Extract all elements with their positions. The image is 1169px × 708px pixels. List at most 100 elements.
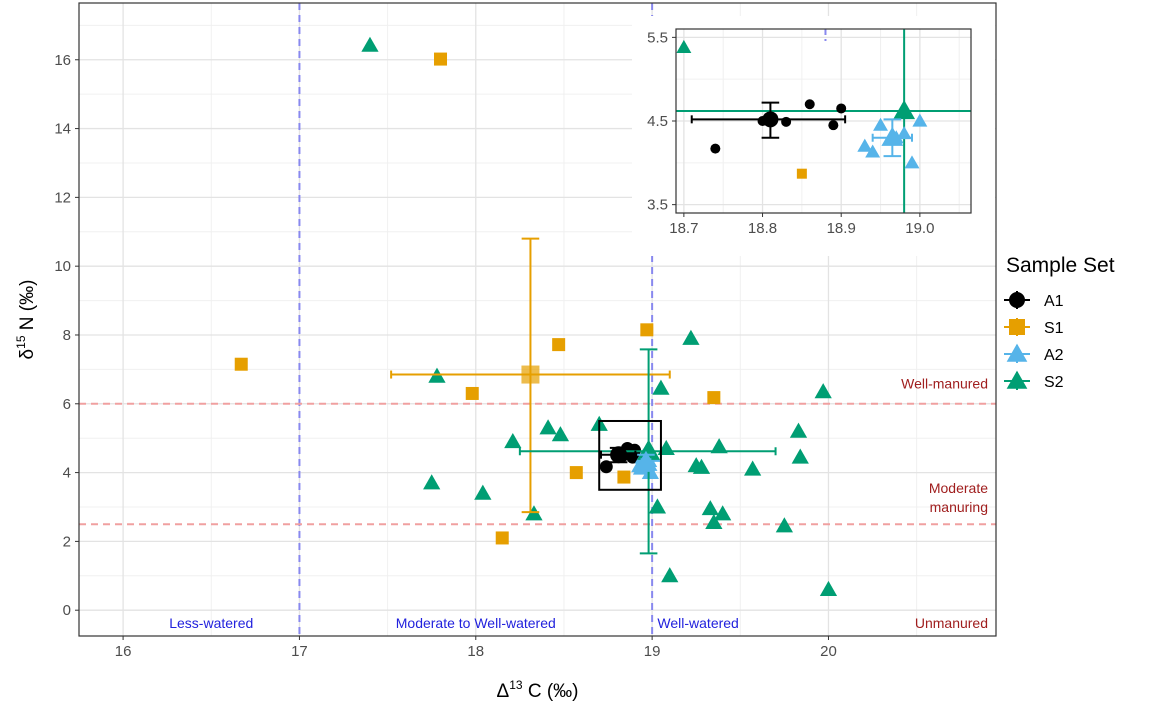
- legend-label-s2: S2: [1044, 374, 1064, 391]
- series-s1: [234, 52, 721, 545]
- data-point-s2: [744, 460, 762, 476]
- legend: Sample Set A1 S1 A2 S2: [1004, 254, 1115, 391]
- plot-border: [78, 2, 997, 637]
- inset-data-point-a1: [836, 103, 847, 114]
- legend-entry-a1: A1: [1004, 291, 1064, 310]
- legend-key-s1: [1009, 319, 1025, 335]
- annotation-y-zone-low: Unmanured: [915, 615, 988, 631]
- inset-mean-a2: [871, 118, 913, 158]
- legend-entry-s1: S1: [1004, 318, 1064, 337]
- legend-label-a2: A2: [1044, 347, 1064, 364]
- mean-s1: [390, 237, 671, 514]
- y-tick-label: 12: [54, 189, 71, 206]
- data-point-s2: [539, 419, 557, 435]
- inset-y-tick-label: 4.5: [647, 113, 668, 130]
- data-point-s2: [423, 474, 441, 490]
- data-point-s1: [434, 52, 448, 66]
- x-axis-title: Δ13 C (‰): [497, 678, 579, 702]
- data-point-s1: [640, 323, 654, 337]
- data-point-s2: [504, 433, 522, 449]
- data-point-s2: [474, 484, 492, 500]
- y-tick-label: 0: [63, 602, 71, 619]
- inset-mean-point-a2: [881, 126, 904, 146]
- x-tick-label: 16: [115, 643, 132, 660]
- data-point-s2: [692, 458, 711, 474]
- legend-title: Sample Set: [1006, 254, 1115, 277]
- data-point-s2: [819, 580, 838, 597]
- data-point-s2: [710, 438, 728, 454]
- mean-a1: [599, 446, 637, 464]
- y-tick-label: 10: [54, 258, 71, 275]
- inset-x-tick-label: 18.8: [748, 220, 777, 237]
- inset-data-point-a2: [857, 138, 873, 152]
- data-point-s1: [234, 357, 248, 371]
- x-tick-label: 18: [467, 643, 484, 660]
- annotation-y-zone-high: Well-manured: [901, 375, 988, 391]
- data-point-s1: [495, 531, 509, 545]
- data-point-s2: [791, 448, 809, 464]
- y-axis-title-superscript: 15: [14, 335, 28, 349]
- y-tick-label: 16: [54, 52, 71, 69]
- legend-key-a2: [1006, 343, 1028, 362]
- data-point-s2: [814, 383, 832, 399]
- inset-data-point-a1: [828, 120, 839, 131]
- inset-data-point-s2: [676, 39, 692, 54]
- inset-plot-panel: 18.7 18.8 18.9 19.0 3.5 4.5 5.5: [632, 16, 995, 256]
- data-point-s2: [361, 36, 379, 52]
- data-point-a1: [599, 460, 613, 474]
- inset-data-point-a1: [710, 143, 721, 154]
- x-tick-label: 19: [644, 643, 661, 660]
- data-point-s2: [701, 500, 719, 516]
- annotation-y-zone-mid-1: Moderate: [929, 480, 988, 496]
- data-point-s2: [705, 513, 723, 529]
- x-tick-label: 20: [820, 643, 837, 660]
- data-point-s2: [551, 426, 570, 442]
- annotation-y-zone-mid-2: manuring: [930, 499, 988, 515]
- mean-point-a2: [634, 450, 658, 471]
- x-tick-label: 17: [291, 643, 308, 660]
- zoom-highlight-box: [598, 419, 662, 491]
- inset-data-point-a2: [904, 155, 920, 169]
- inset-data-point-a1: [804, 99, 815, 110]
- y-tick-label: 2: [63, 533, 71, 550]
- data-point-s1: [552, 338, 566, 352]
- inset-plot-border: [675, 28, 972, 214]
- y-tick-label: 4: [63, 465, 71, 482]
- legend-label-a1: A1: [1044, 293, 1064, 310]
- data-point-a1: [627, 443, 641, 457]
- legend-label-s1: S1: [1044, 320, 1064, 337]
- inset-series-a2: [857, 113, 928, 169]
- y-tick-label: 6: [63, 396, 71, 413]
- inset-mean-a1: [690, 101, 847, 139]
- inset-x-tick-label: 18.9: [827, 220, 856, 237]
- legend-entry-s2: S2: [1004, 370, 1064, 391]
- mean-a2: [634, 450, 658, 472]
- inset-data-point-a2: [865, 144, 881, 158]
- annotation-x-zone-1: Less-watered: [169, 615, 253, 631]
- annotation-x-zone-2: Moderate to Well-watered: [396, 615, 556, 631]
- inset-x-tick-label: 19.0: [905, 220, 934, 237]
- data-point-s2: [789, 422, 808, 438]
- annotation-x-zone-3: Well-watered: [657, 615, 738, 631]
- inset-y-tick-label: 3.5: [647, 197, 668, 214]
- data-point-s2: [682, 329, 700, 345]
- data-point-s1: [617, 470, 631, 484]
- data-point-s2: [661, 567, 679, 583]
- inset-data-point-a2: [896, 126, 912, 140]
- axis-titles: Δ13 C (‰) δ15 N (‰): [14, 280, 579, 702]
- legend-key-s2: [1006, 370, 1028, 389]
- inset-data-point-s1: [796, 168, 807, 179]
- data-point-s1: [465, 386, 479, 400]
- inset-series-s1: [796, 168, 807, 179]
- inset-data-point-a2: [873, 117, 889, 131]
- inset-y-tick-label: 5.5: [647, 29, 668, 46]
- legend-key-a1: [1009, 292, 1025, 308]
- inset-mean-s2: [893, 100, 916, 120]
- y-axis-title: δ15 N (‰): [14, 280, 38, 360]
- y-axis-title-symbol: δ: [17, 349, 38, 360]
- data-point-s2: [714, 505, 732, 521]
- data-point-s2: [648, 498, 667, 514]
- inset-data-point-a2: [912, 113, 928, 127]
- data-point-s1: [707, 391, 721, 405]
